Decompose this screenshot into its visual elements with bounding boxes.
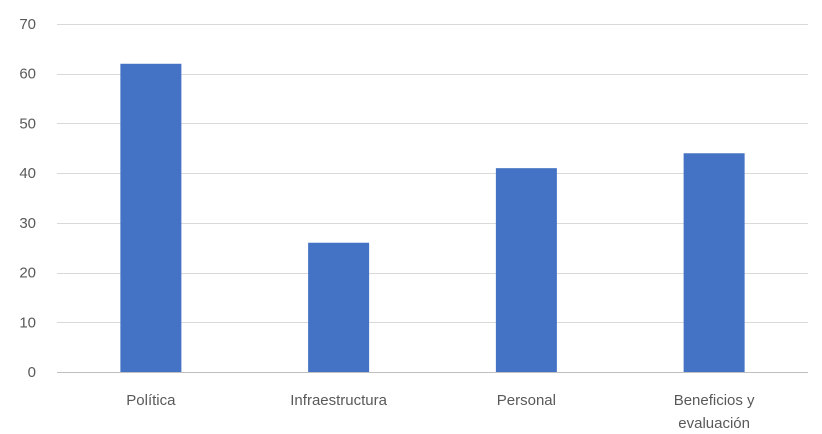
y-tick-label: 50 [19, 115, 36, 132]
x-axis-category-labels: Política Infraestructura Personal Beneficio… [126, 392, 755, 432]
y-tick-label: 70 [19, 16, 36, 33]
y-tick-label: 10 [19, 314, 36, 331]
y-axis-tick-labels: 0 10 20 30 40 50 60 70 [19, 16, 36, 381]
x-category-label: Política [126, 392, 176, 409]
gridlines [57, 24, 808, 373]
y-tick-label: 20 [19, 265, 36, 282]
bar [308, 242, 370, 372]
y-tick-label: 40 [19, 165, 36, 182]
x-category-label: Beneficios y evaluación [674, 392, 755, 432]
x-category-label: Infraestructura [290, 392, 387, 409]
bar [120, 63, 182, 373]
bar [495, 168, 557, 372]
bars [120, 63, 745, 373]
bar [683, 153, 745, 372]
y-tick-label: 60 [19, 66, 36, 83]
x-category-label: Personal [497, 392, 556, 409]
y-tick-label: 30 [19, 215, 36, 232]
y-tick-label: 0 [28, 364, 36, 381]
